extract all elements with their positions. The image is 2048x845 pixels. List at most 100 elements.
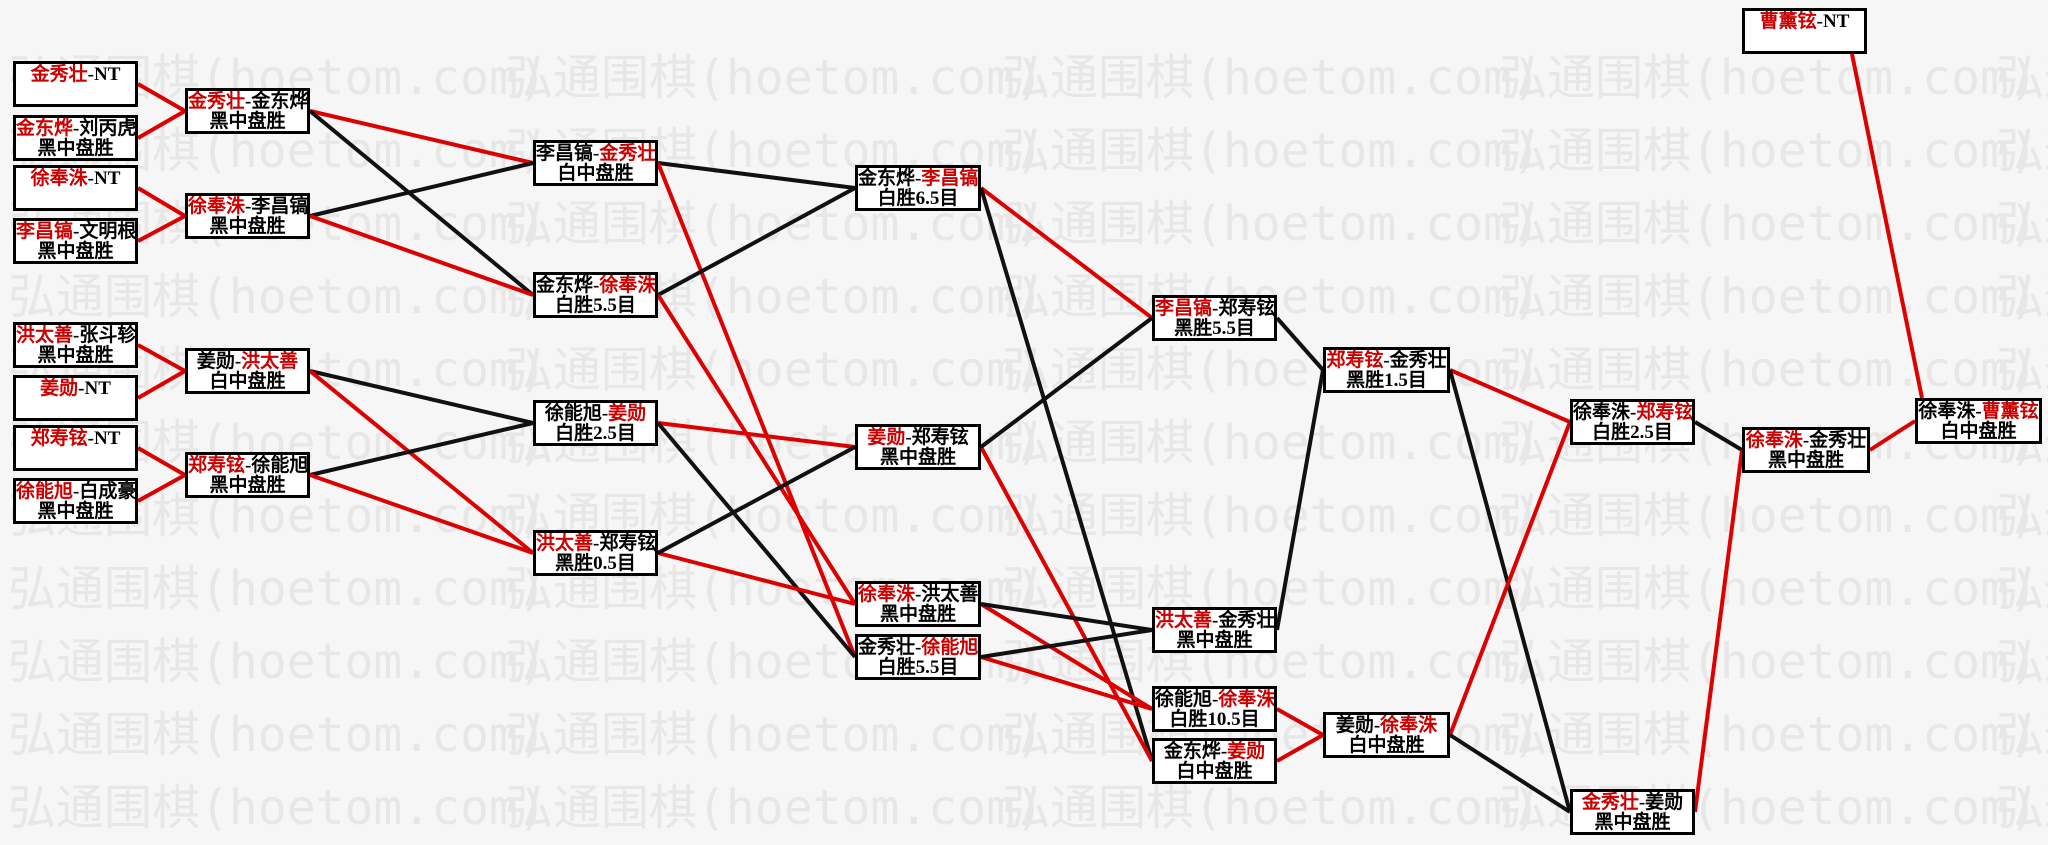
hoetom-watermark: 弘通围棋(hoetom.com) — [8, 561, 547, 617]
player2-name: 洪太善 — [921, 584, 979, 605]
player2-name: 徐奉洙 — [599, 275, 657, 296]
match-box-洪太善-金秀壮: 洪太善-金秀壮 黑中盘胜 — [1152, 607, 1277, 653]
winner-advance-line — [136, 186, 187, 218]
result-text — [16, 85, 135, 104]
result-text: 白胜10.5目 — [1169, 709, 1260, 730]
pairing-hyphen: - — [1975, 401, 1982, 422]
winner-advance-line — [1448, 421, 1572, 736]
player2-name: 徐奉洙 — [1380, 715, 1438, 736]
player2-name: 郑寿铉 — [599, 533, 657, 554]
pairing-line: 洪太善-张斗轸 — [16, 326, 135, 346]
player2-name: NT — [84, 378, 111, 399]
player2-name: 白成豪 — [79, 481, 137, 502]
hoetom-watermark: 弘通围棋(hoetom.com) — [505, 50, 1044, 106]
result-text: 黑中盘胜 — [209, 216, 286, 237]
result-text: 黑中盘胜 — [209, 111, 286, 132]
winner-advance-line — [308, 369, 535, 555]
player1-name: 徐能旭 — [16, 481, 74, 502]
pairing-line: 李昌镐-文明根 — [16, 222, 135, 242]
player1-name: 姜勋 — [196, 351, 235, 372]
pairing-hyphen: - — [78, 378, 85, 399]
player1-name: 姜勋 — [867, 427, 906, 448]
winner-advance-line — [309, 473, 534, 555]
player2-name: 曹薰铉 — [1981, 401, 2039, 422]
result-text: 白中盘胜 — [1176, 761, 1253, 782]
pairing-line: 姜勋-徐奉洙 — [1326, 716, 1447, 736]
pairing-hyphen: - — [73, 481, 80, 502]
pairing-hyphen: - — [905, 427, 912, 448]
player2-name: 徐能旭 — [921, 637, 979, 658]
loser-path-line — [1448, 733, 1572, 814]
player2-name: 徐奉洙 — [1218, 689, 1276, 710]
player1-name: 徐能旭 — [544, 403, 602, 424]
pairing-line: 徐能旭-姜勋 — [536, 404, 655, 424]
result-text: 黑中盘胜 — [37, 138, 114, 159]
pairing-line: 姜勋-郑寿铉 — [858, 428, 978, 448]
hoetom-watermark: 弘通围棋(hoetom.com) — [1499, 196, 2038, 252]
winner-advance-line — [657, 551, 856, 606]
player1-name: 金秀壮 — [188, 91, 246, 112]
player1-name: 金秀壮 — [30, 64, 88, 85]
match-box-郑寿铉-徐能旭: 郑寿铉-徐能旭 黑中盘胜 — [185, 452, 310, 498]
result-text: 白中盘胜 — [557, 163, 634, 184]
match-box-曹薰铉-NT: 曹薰铉-NT — [1742, 8, 1867, 54]
result-text: 黑中盘胜 — [209, 475, 286, 496]
match-box-李昌镐-文明根: 李昌镐-文明根 黑中盘胜 — [13, 218, 138, 264]
winner-advance-line — [137, 109, 186, 140]
result-text: 白中盘胜 — [1348, 735, 1425, 756]
result-text: 黑中盘胜 — [879, 604, 956, 625]
winner-advance-line — [137, 446, 186, 477]
player1-name: 徐奉洙 — [1573, 402, 1631, 423]
pairing-line: 金秀壮-姜勋 — [1573, 793, 1692, 813]
player1-name: 李昌镐 — [1155, 298, 1213, 319]
player1-name: 徐奉洙 — [30, 168, 88, 189]
player2-name: 姜勋 — [608, 403, 647, 424]
hoetom-watermark: 弘通围棋(hoetom.com) — [1499, 488, 2038, 544]
pairing-line: 金东烨-李昌镐 — [858, 169, 978, 189]
loser-path-line — [657, 445, 856, 555]
pairing-hyphen: - — [593, 275, 600, 296]
player2-name: 李昌镐 — [921, 168, 979, 189]
winner-advance-line — [137, 473, 186, 503]
match-box-徐能旭-白成豪: 徐能旭-白成豪 黑中盘胜 — [13, 478, 138, 524]
result-text: 白中盘胜 — [209, 371, 286, 392]
pairing-line: 洪太善-金秀壮 — [1155, 611, 1274, 631]
result-text: 黑中盘胜 — [1594, 812, 1671, 833]
hoetom-watermark: 弘通围棋(hoetom.com) — [505, 780, 1044, 836]
player2-name: 金秀壮 — [1809, 430, 1867, 451]
hoetom-watermark: 弘通围棋(hoetom.com) — [1499, 561, 2038, 617]
result-text — [1745, 32, 1864, 51]
player2-name: 郑寿铉 — [1636, 402, 1694, 423]
match-box-徐奉洙-NT: 徐奉洙-NT — [13, 165, 138, 211]
loser-path-line — [1448, 369, 1572, 813]
player1-name: 徐奉洙 — [1745, 430, 1803, 451]
result-text: 黑中盘胜 — [37, 345, 114, 366]
winner-advance-line — [137, 82, 186, 113]
match-box-徐能旭-徐奉洙: 徐能旭-徐奉洙 白胜10.5目 — [1152, 686, 1277, 732]
winner-advance-line — [137, 369, 186, 400]
pairing-hyphen: - — [245, 91, 252, 112]
loser-path-line — [308, 109, 535, 297]
hoetom-watermark: 弘通围棋(hoetom.com) — [1002, 488, 1541, 544]
player2-name: NT — [1822, 11, 1850, 32]
loser-path-line — [980, 602, 1153, 632]
player1-name: 徐奉洙 — [1918, 401, 1976, 422]
match-box-姜勋-NT: 姜勋-NT — [13, 375, 138, 421]
match-box-徐奉洙-李昌镐: 徐奉洙-李昌镐 黑中盘胜 — [185, 193, 310, 239]
hoetom-watermark: 弘通围棋(hoetom.com) — [8, 269, 547, 325]
winner-advance-line — [656, 293, 857, 606]
player1-name: 金秀壮 — [1581, 792, 1639, 813]
winner-advance-line — [979, 186, 1154, 320]
player2-name: 徐能旭 — [251, 455, 309, 476]
match-box-徐奉洙-曹薰铉: 徐奉洙-曹薰铉 白中盘胜 — [1915, 398, 2042, 444]
result-text: 黑胜1.5目 — [1346, 370, 1427, 391]
hoetom-watermark: 弘通围棋(hoetom.com) — [8, 780, 547, 836]
match-box-姜勋-洪太善: 姜勋-洪太善 白中盘胜 — [185, 348, 310, 394]
player2-name: NT — [93, 64, 121, 85]
match-box-金东烨-刘丙虎: 金东烨-刘丙虎 黑中盘胜 — [13, 115, 138, 161]
pairing-line: 金秀壮-徐能旭 — [858, 638, 978, 658]
pairing-hyphen: - — [73, 325, 80, 346]
player1-name: 洪太善 — [1155, 610, 1213, 631]
result-text: 黑中盘胜 — [1767, 450, 1844, 471]
